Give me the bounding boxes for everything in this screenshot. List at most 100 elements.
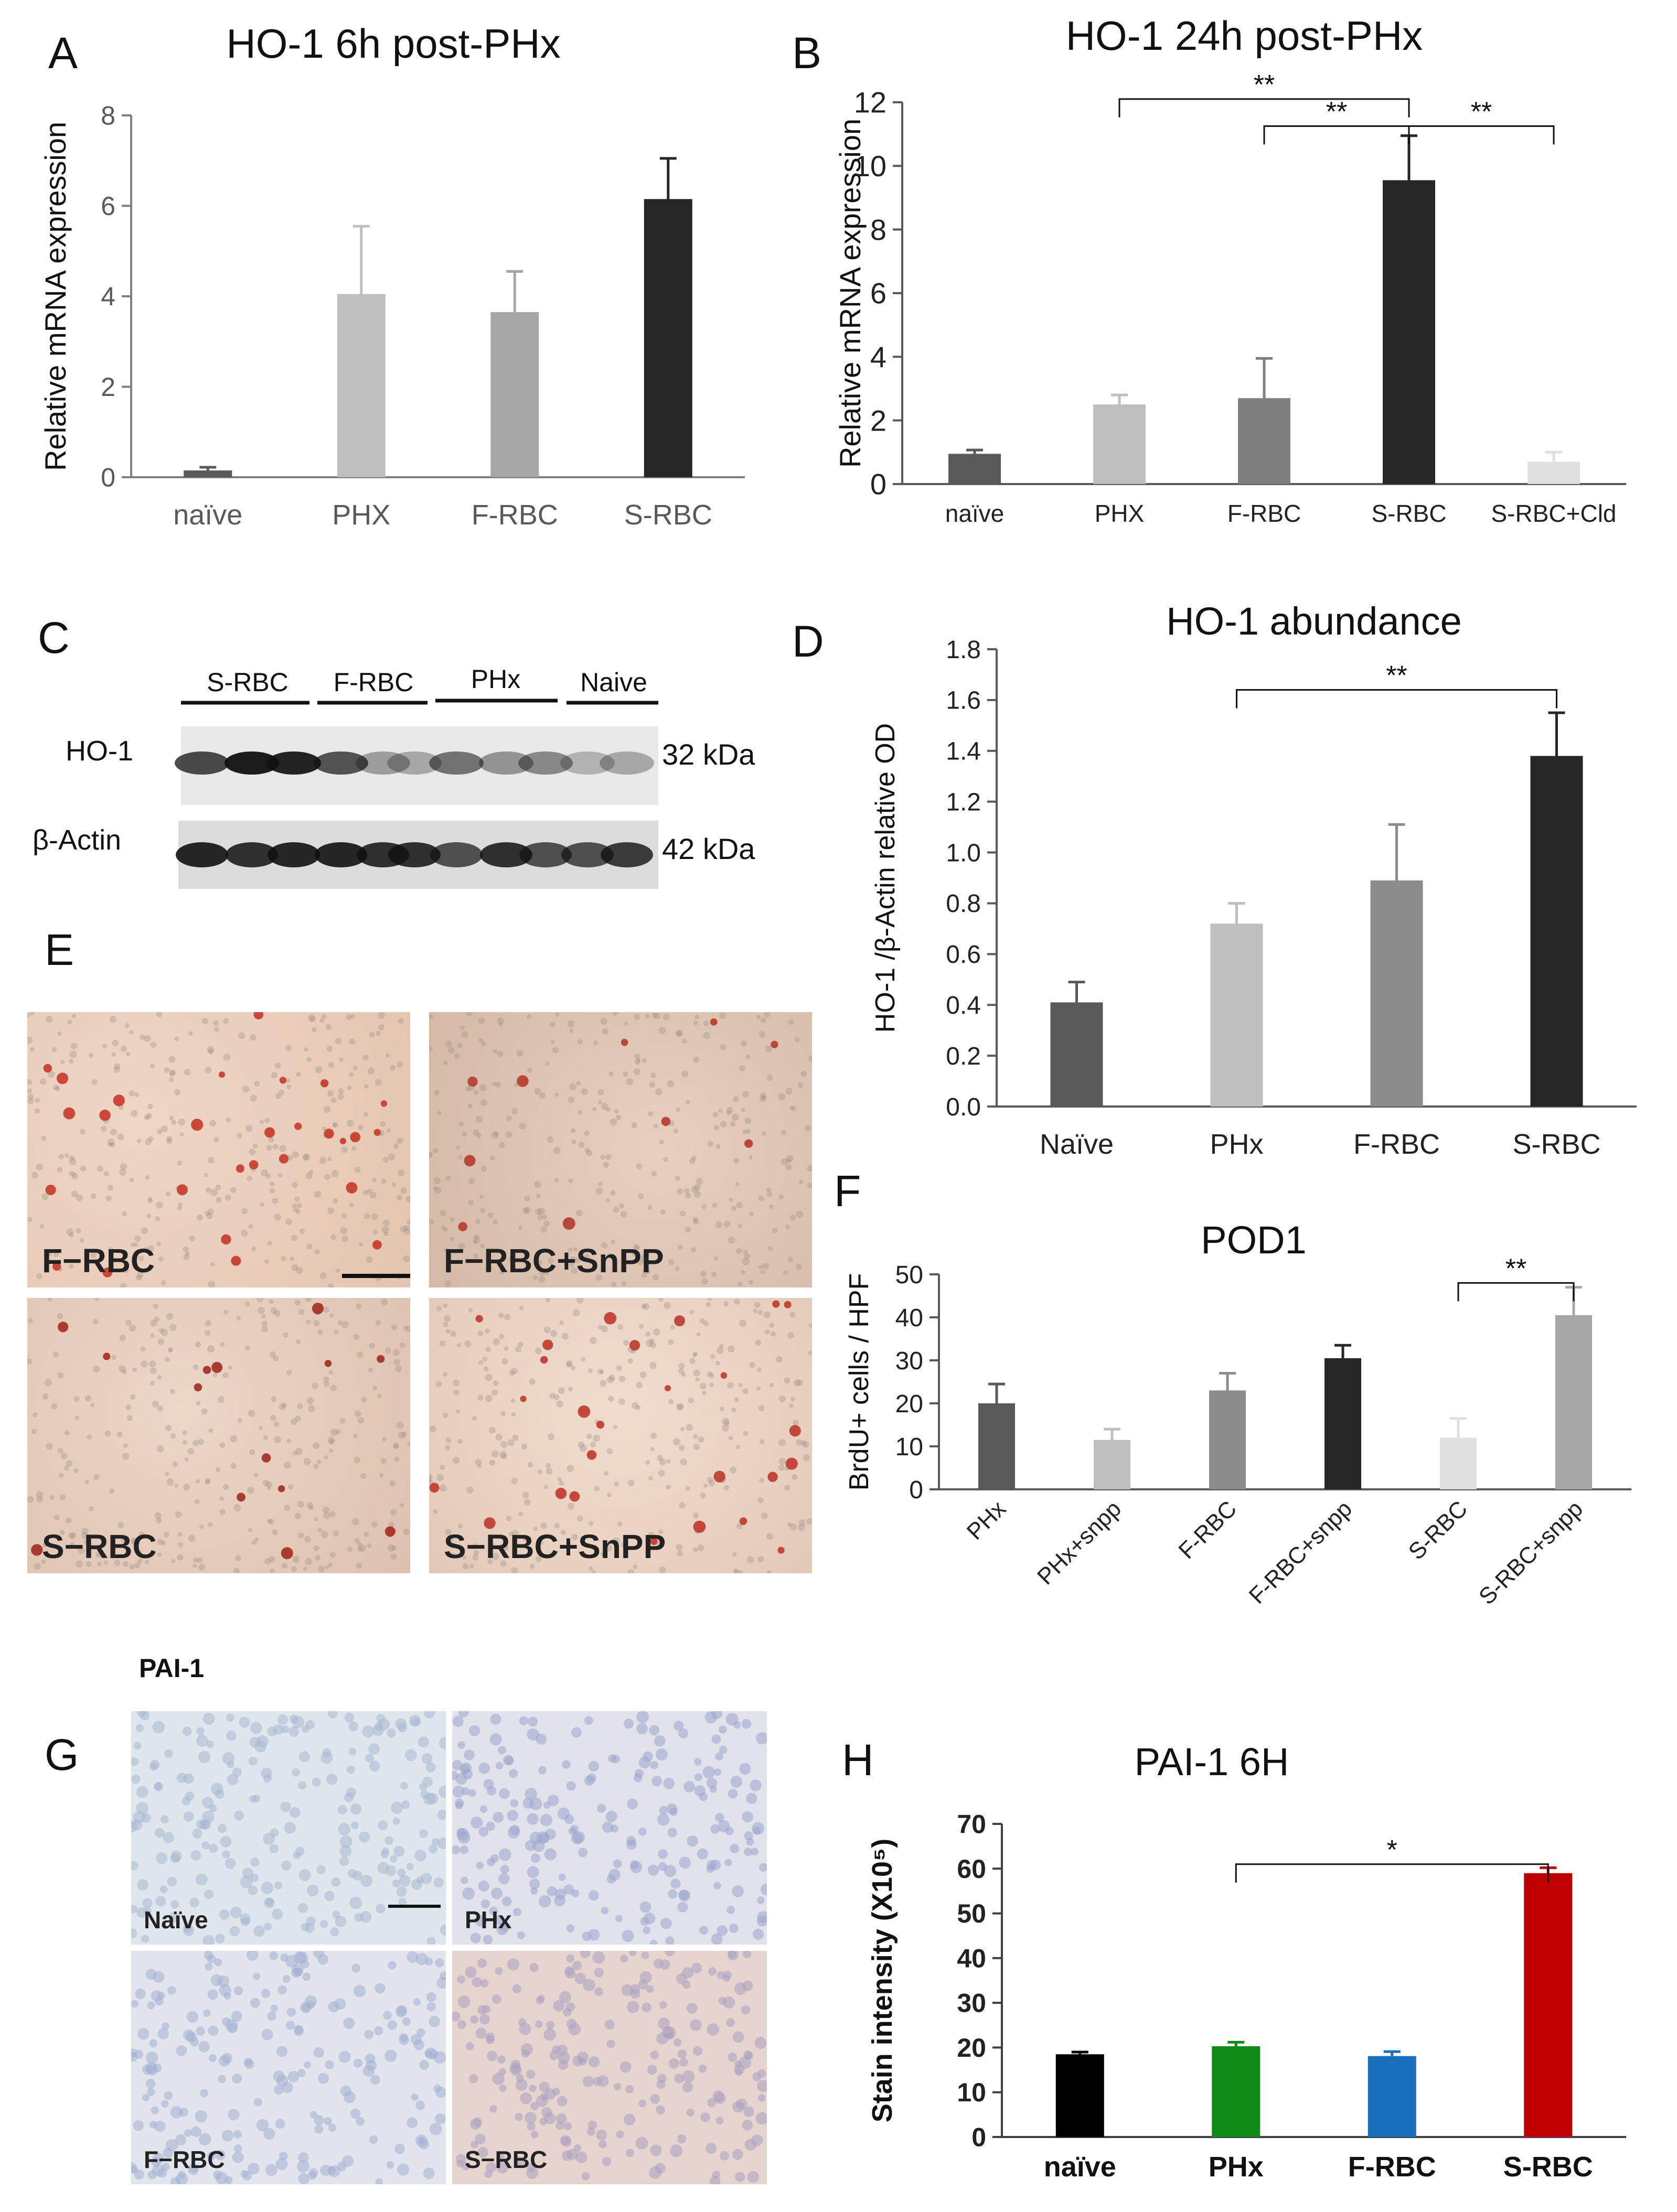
nucleus [655,1088,663,1096]
nucleus [475,2027,487,2039]
nucleus [362,1189,368,1196]
nucleus [208,1522,213,1528]
nucleus [623,1719,634,1729]
micrograph-label: F−RBC [42,1242,155,1280]
nucleus [312,1777,321,1787]
y-axis-label: HO-1 /β-Actin relative OD [870,723,901,1033]
bar-s-rbc-cld [1528,461,1580,484]
nucleus [273,1421,280,1427]
chart-title: HO-1 6h post-PHx [226,20,560,67]
nucleus [588,1760,600,1772]
nucleus [617,1324,624,1330]
nucleus [456,1343,461,1348]
nucleus [498,1022,503,1027]
nucleus [657,1455,663,1461]
nucleus [261,1326,268,1333]
nucleus [731,1113,739,1121]
nucleus [369,1191,377,1199]
nucleus [480,1979,489,1988]
nucleus [407,1442,410,1446]
nucleus [530,2131,539,2139]
nucleus [601,1907,609,1915]
nucleus [649,1939,658,1945]
nucleus [638,1756,651,1769]
nucleus [498,1334,505,1339]
nucleus [554,1178,559,1183]
nucleus [341,1321,349,1328]
nucleus [208,1281,216,1287]
nucleus [353,1334,360,1340]
nucleus [291,1264,298,1271]
nucleus [130,1394,136,1400]
nucleus [429,1153,433,1158]
nucleus [433,1877,444,1888]
nucleus [719,1725,727,1734]
nucleus [443,1322,448,1327]
positive-nucleus [231,1255,241,1266]
significance-label: * [1387,1835,1397,1865]
nucleus [340,1227,348,1234]
panel-letter-b: B [792,28,821,78]
nucleus [267,2011,276,2021]
nucleus [395,2006,407,2017]
nucleus [364,1531,369,1537]
nucleus [149,1064,155,1069]
nucleus [491,1131,499,1139]
micrograph-texture [429,1012,812,1287]
nucleus [656,1542,662,1549]
nucleus [515,1346,521,1352]
nucleus [554,1092,559,1097]
nucleus [748,1280,753,1285]
positive-nucleus [713,1470,725,1483]
nucleus [103,1560,108,1565]
nucleus [190,2126,202,2137]
nucleus [333,1122,338,1128]
nucleus [207,1345,215,1353]
nucleus [789,1106,794,1111]
nucleus [195,1479,200,1484]
nucleus [540,1814,552,1827]
nucleus [393,1442,399,1449]
nucleus [757,1896,765,1904]
chart-title: HO-1 abundance [1166,599,1462,643]
nucleus [493,1811,504,1823]
nucleus [679,1210,686,1217]
nucleus [95,1551,102,1558]
nucleus [679,2058,688,2067]
nucleus [732,1552,737,1557]
nucleus [798,1519,806,1526]
nucleus [80,1129,86,1135]
nucleus [634,1013,640,1021]
nucleus [189,1897,199,1908]
nucleus [766,1187,772,1193]
nucleus [214,1958,222,1967]
nucleus [141,1360,148,1368]
nucleus [707,2098,717,2108]
nucleus [153,1303,158,1309]
nucleus [389,1480,396,1487]
nucleus [236,1133,243,1139]
nucleus [212,1020,219,1026]
nucleus [568,1387,573,1392]
nucleus [704,1711,717,1724]
nucleus [742,1951,752,1958]
positive-nucleus [294,1122,302,1130]
nucleus [248,2163,260,2175]
nucleus [476,1133,482,1139]
nucleus [326,1046,333,1052]
nucleus [554,1523,560,1529]
nucleus [309,1016,316,1023]
positive-nucleus [464,1155,476,1167]
nucleus [569,1262,574,1268]
nucleus [706,1302,711,1307]
nucleus [538,1208,545,1215]
nucleus [683,1781,695,1792]
nucleus [353,2058,363,2068]
nucleus [681,1372,686,1377]
blot-band [266,751,321,775]
nucleus [303,1566,308,1571]
nucleus [368,1367,373,1372]
nucleus [530,2102,539,2110]
nucleus [540,1522,547,1529]
nucleus [522,1207,529,1214]
